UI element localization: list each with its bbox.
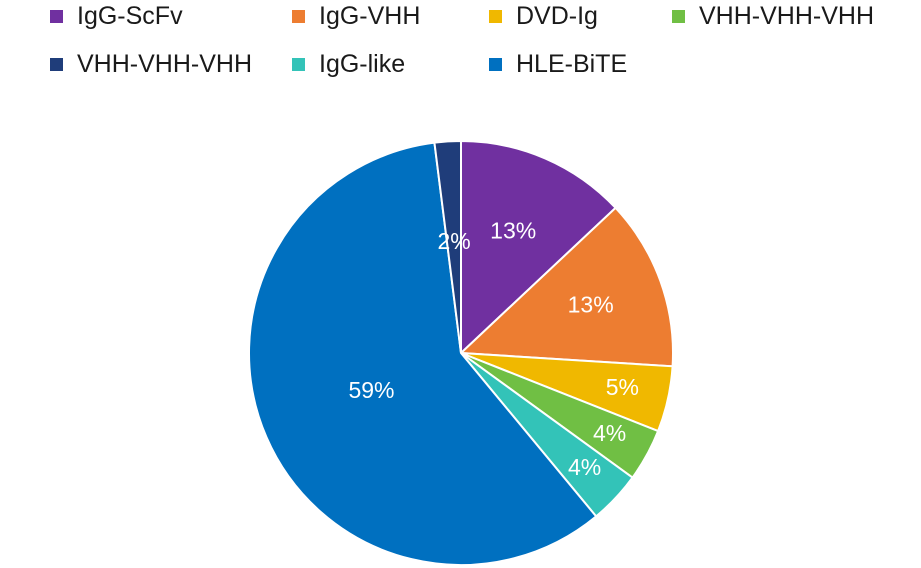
legend-item-dvd-ig: DVD-Ig [489, 2, 598, 31]
legend-label: DVD-Ig [516, 2, 598, 30]
legend-swatch [50, 10, 63, 23]
legend-item-vhh-vhh-vhh-green: VHH-VHH-VHH [672, 2, 874, 31]
legend-item-igg-scfv: IgG-ScFv [50, 2, 183, 31]
chart-legend: IgG-ScFv IgG-VHH DVD-Ig VHH-VHH-VHH VHH-… [0, 0, 921, 110]
legend-swatch [292, 10, 305, 23]
legend-item-igg-vhh: IgG-VHH [292, 2, 420, 31]
legend-swatch [50, 58, 63, 71]
pie-label-igg-scfv: 13% [490, 217, 536, 243]
legend-item-vhh-vhh-vhh-navy: VHH-VHH-VHH [50, 50, 252, 79]
pie-label-dvd-ig: 5% [606, 374, 639, 400]
pie-slice-igg-vhh [458, 206, 674, 368]
legend-item-hle-bite: HLE-BiTE [489, 50, 627, 79]
legend-label: IgG-VHH [319, 2, 421, 30]
pie-slice-hle-bite [248, 141, 598, 566]
legend-swatch [672, 10, 685, 23]
pie-slice-igg-scfv [460, 139, 617, 356]
pie-label-igg-like: 4% [568, 454, 601, 480]
pie-label-hle-bite: 59% [348, 377, 394, 403]
pie-label-vhh-vhh-vhh-navy: 2% [437, 228, 470, 254]
legend-label: HLE-BiTE [516, 50, 628, 78]
legend-swatch [489, 10, 502, 23]
legend-swatch [489, 58, 502, 71]
legend-item-igg-like: IgG-like [292, 50, 405, 79]
pie-slice-vhh-vhh-vhh-navy [433, 139, 462, 354]
legend-label: VHH-VHH-VHH [77, 50, 252, 78]
pie-label-vhh-vhh-vhh-green: 4% [593, 420, 626, 446]
legend-label: VHH-VHH-VHH [699, 2, 874, 30]
legend-swatch [292, 58, 305, 71]
legend-label: IgG-like [319, 50, 406, 78]
legend-label: IgG-ScFv [77, 2, 183, 30]
pie-label-igg-vhh: 13% [568, 291, 614, 317]
